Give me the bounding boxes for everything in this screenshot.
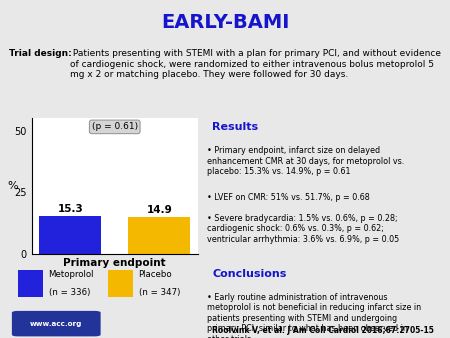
Text: • Severe bradycardia: 1.5% vs. 0.6%, p = 0.28;
cardiogenic shock: 0.6% vs. 0.3%,: • Severe bradycardia: 1.5% vs. 0.6%, p =… xyxy=(207,214,400,244)
Text: • LVEF on CMR: 51% vs. 51.7%, p = 0.68: • LVEF on CMR: 51% vs. 51.7%, p = 0.68 xyxy=(207,193,370,202)
Text: • Primary endpoint, infarct size on delayed
enhancement CMR at 30 days, for meto: • Primary endpoint, infarct size on dela… xyxy=(207,146,405,176)
Bar xyxy=(39,216,101,254)
Text: Trial design:: Trial design: xyxy=(9,49,72,58)
Y-axis label: %: % xyxy=(8,181,18,191)
Text: Conclusions: Conclusions xyxy=(212,269,287,279)
Text: Roolvink V, et al. J Am Coll Cardiol 2016;67:2705-15: Roolvink V, et al. J Am Coll Cardiol 201… xyxy=(212,326,434,335)
Text: Metoprolol: Metoprolol xyxy=(49,270,94,279)
Text: Patients presenting with STEMI with a plan for primary PCI, and without evidence: Patients presenting with STEMI with a pl… xyxy=(70,49,441,79)
Text: EARLY-BAMI: EARLY-BAMI xyxy=(161,13,289,32)
Text: 15.3: 15.3 xyxy=(57,204,83,214)
Bar xyxy=(18,270,43,297)
Text: Placebo: Placebo xyxy=(139,270,172,279)
Text: (p = 0.61): (p = 0.61) xyxy=(92,122,138,131)
Text: Results: Results xyxy=(212,122,258,132)
Text: (n = 347): (n = 347) xyxy=(139,288,180,297)
Text: (n = 336): (n = 336) xyxy=(49,288,90,297)
Text: www.acc.org: www.acc.org xyxy=(30,321,82,327)
Text: • Early routine administration of intravenous
metoprolol is not beneficial in re: • Early routine administration of intrav… xyxy=(207,293,422,338)
Bar xyxy=(128,217,190,254)
Text: 14.9: 14.9 xyxy=(146,205,172,215)
Bar xyxy=(108,270,133,297)
X-axis label: Primary endpoint: Primary endpoint xyxy=(63,258,166,268)
FancyBboxPatch shape xyxy=(12,311,101,336)
